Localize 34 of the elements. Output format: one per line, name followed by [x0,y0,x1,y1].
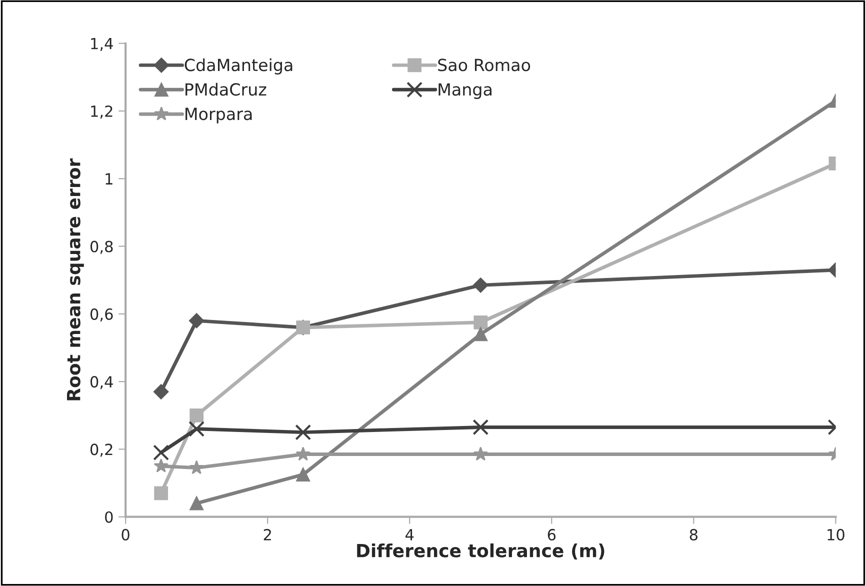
point [190,408,204,422]
x-tick-label: 2 [264,528,271,540]
point [154,486,168,500]
point [296,446,310,461]
y-tick-label: 1,4 [91,38,113,51]
x-tick-label: 0 [122,528,130,540]
point [153,444,170,461]
y-tick-label: 0,4 [90,376,113,390]
y-tick-label: 1,2 [91,105,112,119]
y-axis-title: Root mean square error [66,158,84,400]
point [154,384,169,400]
x-tick-label: 8 [690,528,698,540]
point [188,420,205,437]
x-tick-label: 6 [548,528,556,540]
legend-label: Sao Romao [438,58,530,72]
y-tick-label: 0,6 [90,308,113,322]
point [295,424,312,440]
legend-label: Manga [438,83,492,99]
point [473,446,488,461]
point [154,458,168,472]
y-tick-label: 1 [106,173,112,184]
x-axis-title: Difference tolerance (m) [357,543,604,560]
point [189,460,204,474]
y-tick-label: 0 [105,511,113,523]
point [190,496,204,510]
y-tick-label: 0,8 [90,240,113,254]
x-tick-label: 4 [406,529,414,540]
point [189,313,204,328]
x-tick-label: 10 [828,528,844,540]
legend-label: Morpara [186,108,252,124]
y-tick-label: 0,2 [90,444,112,457]
legend-label: CdaManteiga [184,58,292,74]
legend-label: PMdaCruz [186,82,266,96]
point [296,468,310,482]
